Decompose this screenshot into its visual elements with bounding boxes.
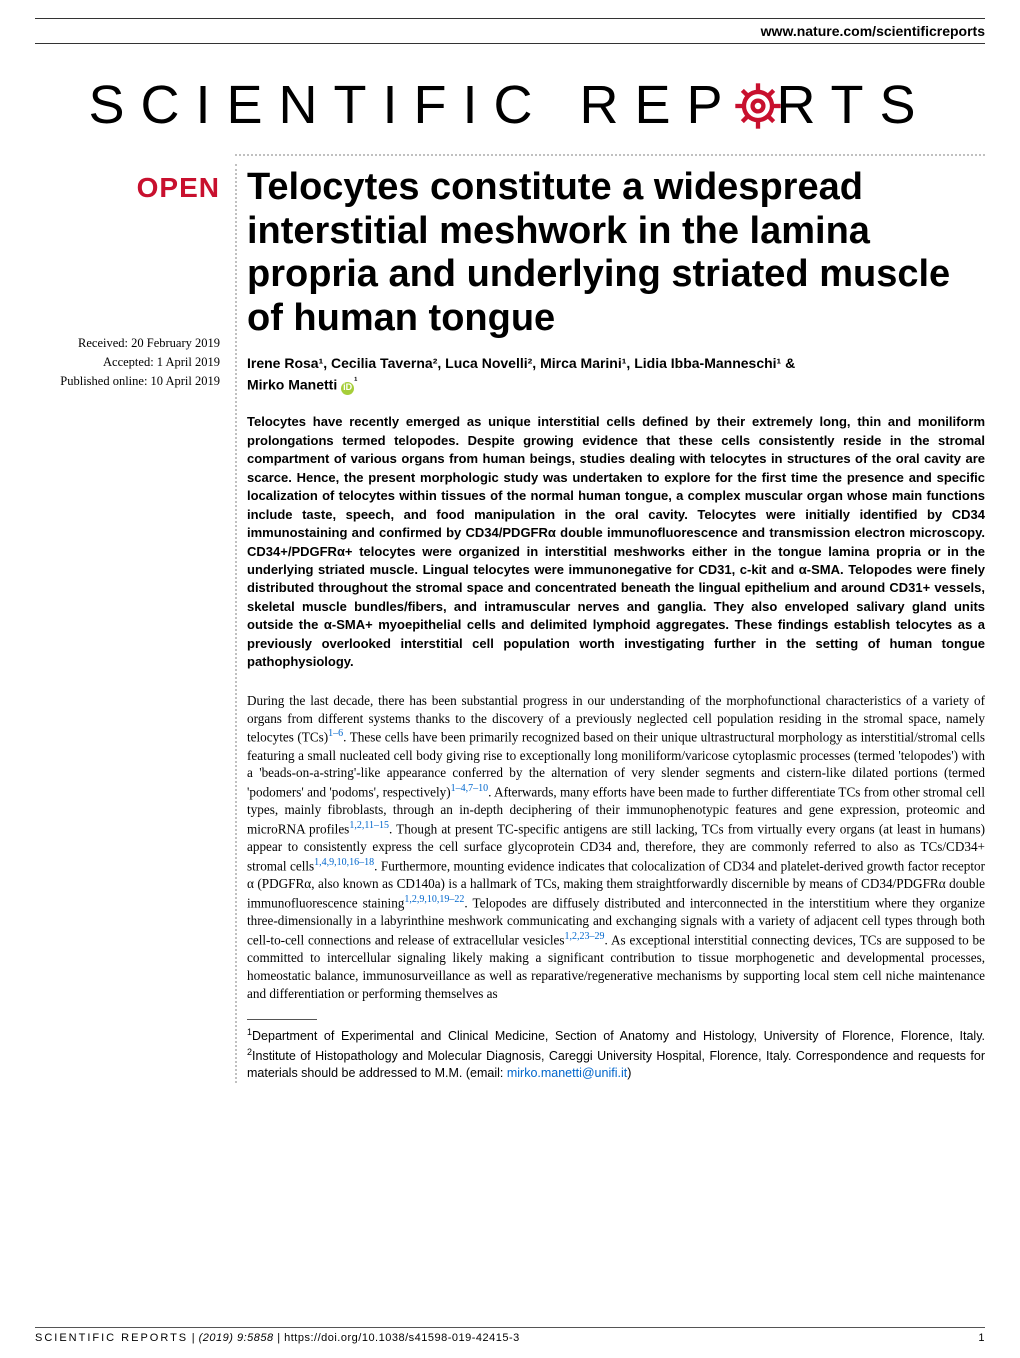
citation-ref[interactable]: 1,4,9,10,16–18 [314, 857, 374, 868]
page-number: 1 [978, 1332, 985, 1344]
article-title: Telocytes constitute a widespread inters… [247, 166, 985, 341]
header-bar: www.nature.com/scientificreports [35, 18, 985, 44]
footer-citation: (2019) 9:5858 [199, 1332, 278, 1344]
logo-text-rts: RTS [777, 75, 932, 135]
main-content: OPEN Received: 20 February 2019 Accepted… [35, 164, 985, 1083]
corresponding-author: Mirko Manetti [247, 376, 337, 392]
publication-dates: Received: 20 February 2019 Accepted: 1 A… [35, 336, 220, 389]
affiliation-separator [247, 1019, 317, 1020]
affiliations-block: 1Department of Experimental and Clinical… [247, 1026, 985, 1083]
authors-block: Irene Rosa¹, Cecilia Taverna², Luca Nove… [247, 353, 985, 396]
dotted-separator-top [235, 154, 985, 156]
abstract-text: Telocytes have recently emerged as uniqu… [247, 413, 985, 671]
correspondence-email[interactable]: mirko.manetti@unifi.it [507, 1066, 627, 1080]
citation-ref[interactable]: 1,2,9,10,19–22 [404, 894, 464, 905]
authors-line1: Irene Rosa¹, Cecilia Taverna², Luca Nove… [247, 355, 795, 371]
left-sidebar: OPEN Received: 20 February 2019 Accepted… [35, 164, 235, 1083]
article-column: Telocytes constitute a widespread inters… [235, 164, 985, 1083]
footer-doi: | https://doi.org/10.1038/s41598-019-424… [277, 1332, 520, 1344]
author-affil-sup: ¹ [354, 376, 357, 387]
footer-journal: SCIENTIFIC REPORTS [35, 1332, 188, 1344]
page-footer: SCIENTIFIC REPORTS | (2019) 9:5858 | htt… [35, 1327, 985, 1344]
received-date: Received: 20 February 2019 [35, 336, 220, 351]
citation-ref[interactable]: 1,2,23–29 [565, 931, 605, 942]
published-date: Published online: 10 April 2019 [35, 374, 220, 389]
citation-ref[interactable]: 1–4,7–10 [451, 783, 489, 794]
orcid-icon[interactable]: iD [341, 382, 354, 395]
journal-logo: SCIENTIFIC REP RTS [35, 74, 985, 136]
accepted-date: Accepted: 1 April 2019 [35, 355, 220, 370]
citation-ref[interactable]: 1,2,11–15 [349, 820, 389, 831]
affil-close: ) [627, 1066, 631, 1080]
logo-text-rep: REP [579, 75, 738, 135]
affil-text: Department of Experimental and Clinical … [252, 1029, 985, 1043]
footer-pipe: | [188, 1332, 198, 1344]
body-paragraph: During the last decade, there has been s… [247, 692, 985, 1003]
logo-text-scientific: SCIENTIFIC [88, 75, 579, 135]
site-url[interactable]: www.nature.com/scientificreports [761, 23, 985, 39]
citation-ref[interactable]: 1–6 [328, 728, 343, 739]
open-access-badge: OPEN [35, 172, 220, 204]
